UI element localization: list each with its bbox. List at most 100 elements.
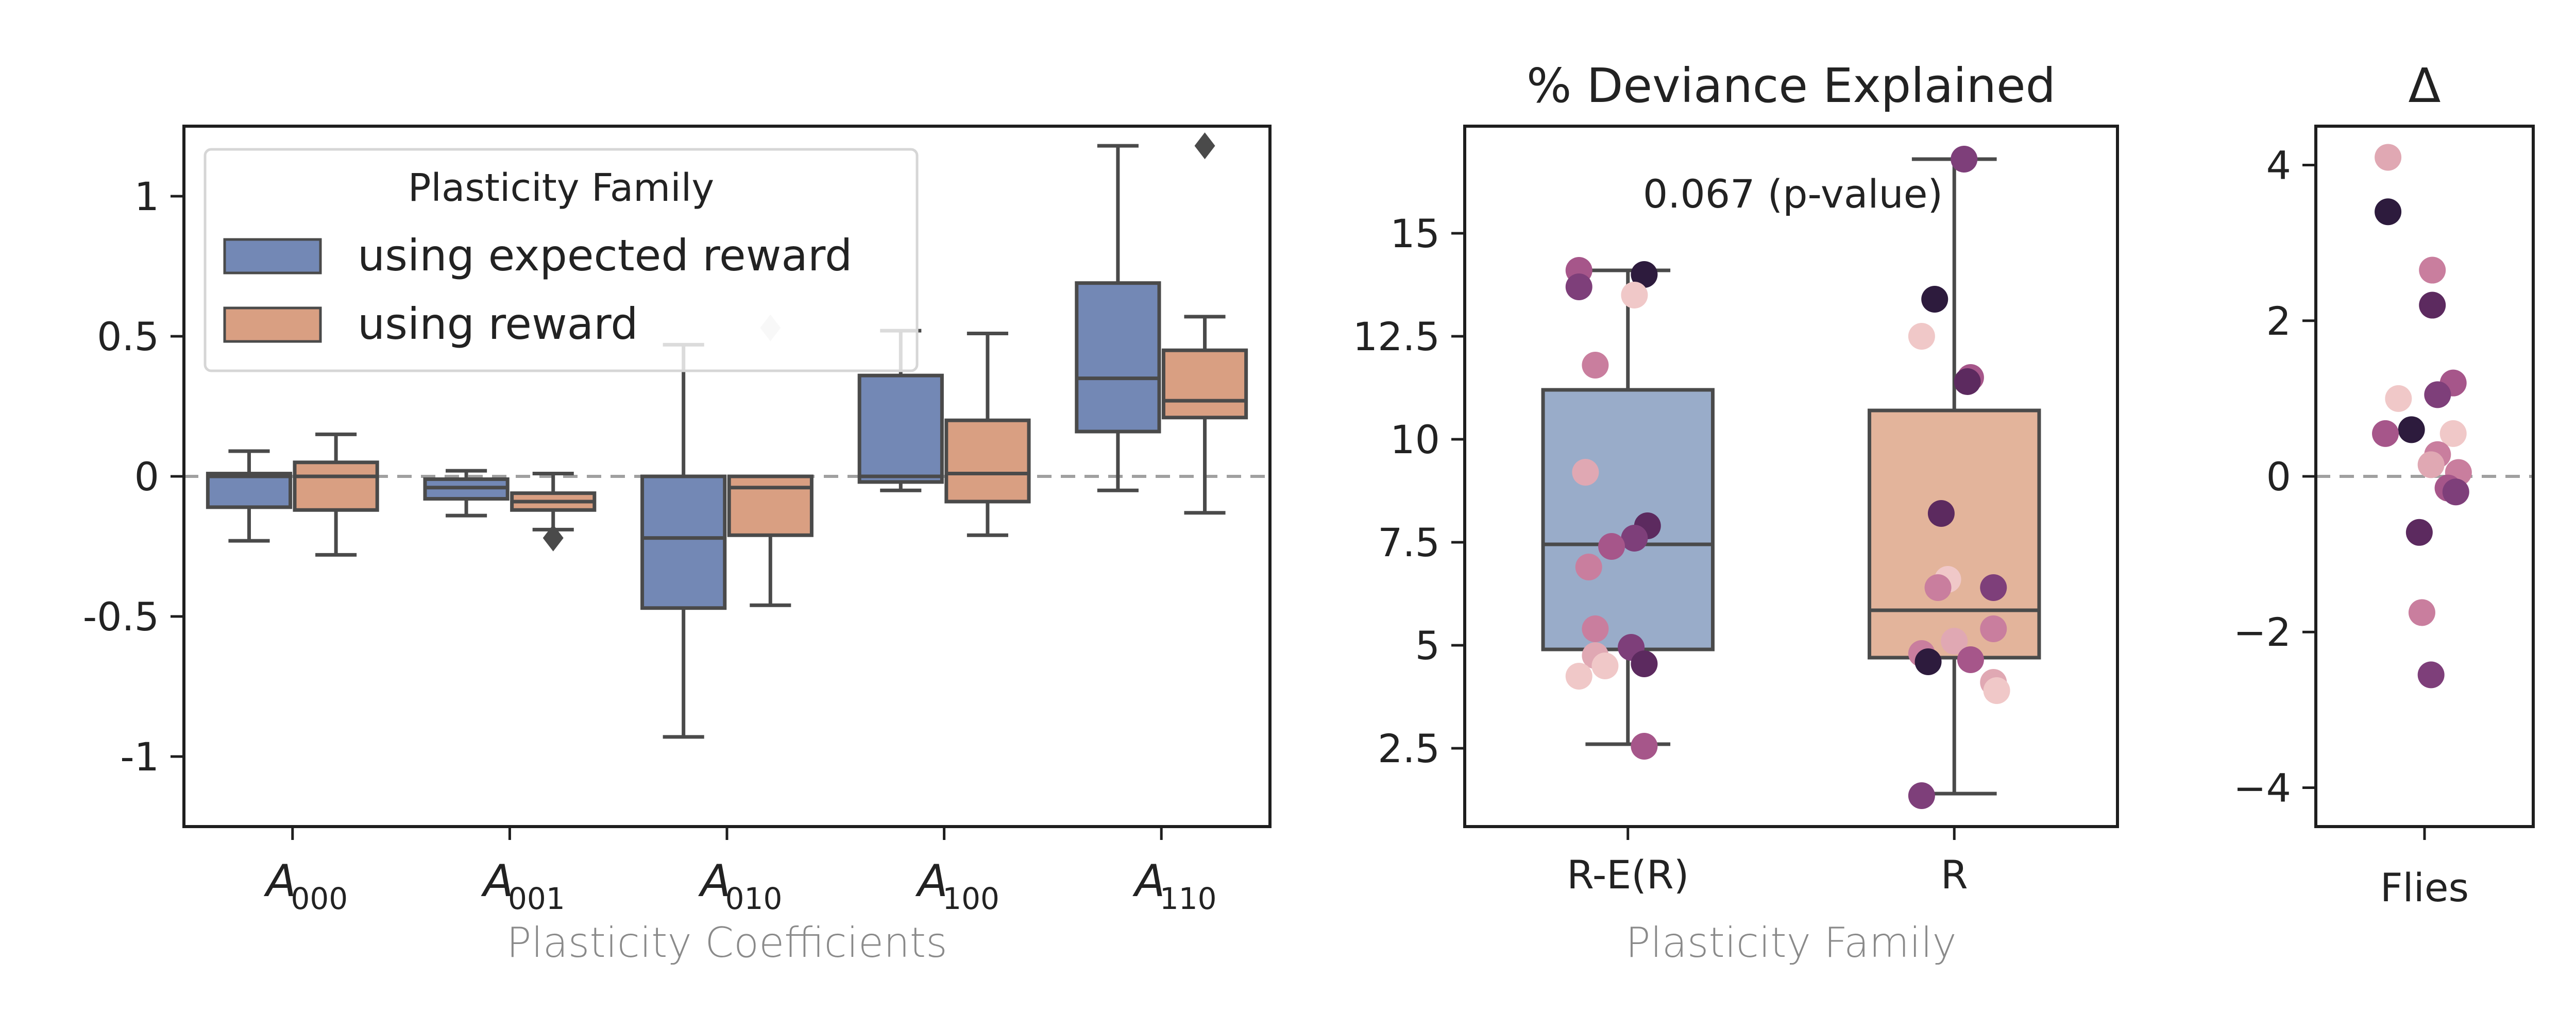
box-iqr bbox=[857, 373, 944, 484]
y-tick-label: -0.5 bbox=[83, 594, 159, 640]
deviance-points bbox=[1565, 146, 2010, 809]
data-point bbox=[1983, 677, 2010, 704]
deviance-axes-frame bbox=[1463, 125, 2119, 828]
box-iqr bbox=[206, 472, 293, 509]
deviance-title: % Deviance Explained bbox=[1527, 58, 2056, 113]
data-point bbox=[2375, 144, 2402, 171]
data-point bbox=[2417, 661, 2445, 689]
deviance-boxes bbox=[1541, 157, 2041, 796]
box-iqr bbox=[1161, 348, 1248, 420]
data-point bbox=[1951, 146, 1978, 173]
x-category-label: Flies bbox=[2380, 865, 2469, 911]
y-tick-label: 1 bbox=[134, 174, 159, 219]
data-point bbox=[1621, 525, 1648, 552]
y-tick-label: 12.5 bbox=[1353, 314, 1440, 359]
delta-points bbox=[2372, 144, 2472, 689]
legend-background bbox=[204, 148, 919, 372]
legend-swatch-expected bbox=[223, 238, 322, 274]
x-category-subscript: 010 bbox=[725, 881, 783, 916]
y-tick-label: 0 bbox=[134, 454, 159, 500]
data-point bbox=[1575, 554, 1602, 580]
data-point bbox=[1980, 574, 2007, 601]
data-point bbox=[2417, 451, 2445, 478]
coefficients-y-axis: 1 0.5 0 -0.5 -1 bbox=[83, 174, 184, 780]
y-tick-label: 2.5 bbox=[1378, 726, 1440, 771]
x-category-label: R bbox=[1941, 852, 1968, 898]
box-iqr bbox=[944, 418, 1031, 504]
legend-title: Plasticity Family bbox=[408, 166, 714, 210]
x-category-subscript: 001 bbox=[508, 881, 565, 916]
data-point bbox=[2442, 478, 2469, 506]
data-point bbox=[1914, 648, 1942, 675]
data-point bbox=[1572, 459, 1599, 486]
x-category-subscript: 000 bbox=[291, 881, 348, 916]
box-iqr bbox=[1541, 388, 1715, 651]
box-iqr bbox=[1868, 408, 2041, 660]
data-point bbox=[2375, 198, 2402, 226]
data-point bbox=[1582, 615, 1609, 642]
data-point bbox=[1927, 500, 1955, 527]
data-point bbox=[1957, 646, 1984, 673]
y-tick-label: 2 bbox=[2266, 298, 2291, 344]
x-category-label: R-E(R) bbox=[1567, 852, 1689, 898]
box-iqr bbox=[640, 474, 727, 610]
box-iqr bbox=[1075, 281, 1161, 434]
y-tick-label: 5 bbox=[1415, 623, 1440, 668]
x-category-subscript: 110 bbox=[1160, 881, 1217, 916]
deviance-x-label: Plasticity Family bbox=[1625, 919, 1957, 967]
x-category-label: A bbox=[481, 855, 514, 907]
data-point bbox=[1621, 282, 1648, 308]
delta-axes-frame bbox=[2314, 125, 2535, 828]
p-value-annotation: 0.067 (p-value) bbox=[1643, 171, 1943, 217]
y-tick-label: 10 bbox=[1390, 417, 1440, 462]
data-point bbox=[1921, 286, 1948, 313]
box-iqr bbox=[293, 460, 379, 512]
data-point bbox=[1631, 733, 1658, 760]
y-tick-label: −2 bbox=[2233, 609, 2291, 655]
deviance-x-axis: R-E(R) R bbox=[1567, 827, 1968, 898]
data-point bbox=[1924, 574, 1952, 601]
x-category-subscript: 100 bbox=[942, 881, 999, 916]
data-point bbox=[1591, 653, 1619, 679]
coefficients-boxes bbox=[206, 132, 1248, 739]
y-tick-label: 0.5 bbox=[97, 314, 159, 359]
legend-label-reward: using reward bbox=[358, 299, 638, 349]
data-point bbox=[2408, 599, 2435, 626]
data-point bbox=[1631, 261, 1658, 288]
box-iqr bbox=[727, 474, 814, 537]
data-point bbox=[2419, 256, 2446, 284]
data-point bbox=[2419, 291, 2446, 319]
delta-title: Δ bbox=[2409, 58, 2441, 113]
y-tick-label: −4 bbox=[2233, 765, 2291, 811]
outlier-marker bbox=[543, 524, 564, 552]
data-point bbox=[2439, 420, 2467, 447]
delta-x-axis: Flies bbox=[2380, 827, 2469, 911]
data-point bbox=[2385, 385, 2412, 412]
x-category-label: A bbox=[263, 855, 296, 907]
data-point bbox=[1565, 273, 1592, 300]
data-point bbox=[1631, 650, 1658, 677]
coefficients-axes-frame bbox=[182, 125, 1272, 828]
data-point bbox=[1908, 323, 1935, 350]
legend-swatch-reward bbox=[223, 306, 322, 343]
delta-panel: Δ 4 2 0 −2 −4 Flies bbox=[2233, 58, 2535, 911]
deviance-panel: % Deviance Explained 15 12.5 10 7.5 5 2.5 R-E… bbox=[1353, 58, 2119, 967]
legend: Plasticity Family using expected reward … bbox=[204, 148, 919, 372]
data-point bbox=[2424, 381, 2451, 408]
data-point bbox=[1954, 368, 1981, 395]
delta-y-axis: 4 2 0 −2 −4 bbox=[2233, 143, 2316, 811]
data-point bbox=[1941, 628, 1968, 655]
y-tick-label: 0 bbox=[2266, 454, 2291, 500]
y-tick-label: 4 bbox=[2266, 143, 2291, 188]
y-tick-label: 15 bbox=[1390, 211, 1440, 256]
deviance-y-axis: 15 12.5 10 7.5 5 2.5 bbox=[1353, 211, 1465, 771]
data-point bbox=[1565, 663, 1592, 690]
data-point bbox=[1908, 782, 1935, 809]
data-point bbox=[1598, 533, 1625, 560]
x-category-label: A bbox=[1132, 855, 1165, 907]
coefficients-x-label: Plasticity Coefficients bbox=[506, 919, 947, 967]
legend-label-expected: using expected reward bbox=[358, 230, 852, 281]
